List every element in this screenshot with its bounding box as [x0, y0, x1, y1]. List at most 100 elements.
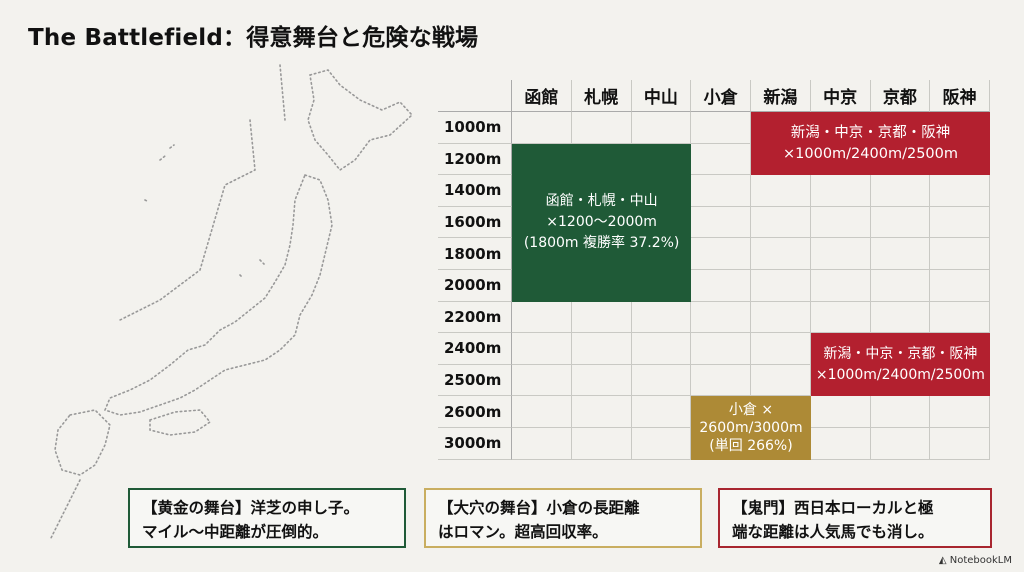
japan-map	[49, 64, 414, 541]
grid-cell	[810, 206, 871, 239]
column-header: 中京	[810, 80, 871, 112]
row-label: 3000m	[438, 427, 512, 460]
grid-cell	[751, 333, 811, 365]
grid-cell	[930, 206, 990, 239]
note-line: マイル〜中距離が圧倒的。	[142, 523, 329, 541]
row-label: 1000m	[438, 112, 512, 144]
block-line: ×1200〜2000m	[546, 214, 657, 231]
block-line: (1800m 複勝率 37.2%)	[523, 235, 680, 252]
grid-cell	[810, 238, 871, 270]
grid-cell	[930, 269, 990, 302]
grid-cell	[691, 238, 751, 270]
row-label: 2000m	[438, 269, 512, 302]
grid-cell	[512, 301, 572, 334]
note-golden-stage: 【黄金の舞台】洋芝の申し子。 マイル〜中距離が圧倒的。	[128, 488, 406, 548]
grid-cell	[930, 301, 990, 334]
grid-cell	[631, 112, 692, 144]
column-header: 新潟	[751, 80, 811, 112]
note-line: 【鬼門】西日本ローカルと極	[732, 499, 934, 517]
grid-cell	[512, 396, 572, 428]
note-longshot-stage: 【大穴の舞台】小倉の長距離 はロマン。超高回収率。	[424, 488, 702, 548]
grid-cell	[870, 238, 931, 270]
grid-cell	[810, 427, 871, 460]
grid-cell	[810, 175, 871, 207]
grid-cell	[631, 333, 692, 365]
column-header: 阪神	[930, 80, 990, 112]
grid-cell	[512, 364, 572, 397]
grid-cell	[571, 396, 632, 428]
column-header: 小倉	[691, 80, 751, 112]
grid-cell	[631, 364, 692, 397]
venue-distance-grid: 函館 札幌 中山 小倉 新潟 中京 京都 阪神 1000m 1200m 1400m 1…	[438, 80, 990, 460]
highlight-block-red-bottom: 新潟・中京・京都・阪神 ×1000m/2400m/2500m	[810, 333, 990, 397]
grid-cell	[751, 301, 811, 334]
grid-cell	[810, 301, 871, 334]
highlight-block-red-top: 新潟・中京・京都・阪神 ×1000m/2400m/2500m	[751, 112, 990, 176]
grid-cell	[571, 301, 632, 334]
notebooklm-logo-icon: ◭	[938, 555, 950, 566]
block-line: (単回 266%)	[709, 437, 793, 454]
note-line: 端な距離は人気馬でも消し。	[732, 523, 934, 541]
column-header: 中山	[631, 80, 692, 112]
row-label: 1400m	[438, 175, 512, 207]
grid-cell	[691, 269, 751, 302]
grid-cell	[870, 175, 931, 207]
block-line: ×1000m/2400m/2500m	[783, 145, 958, 162]
grid-cell	[691, 175, 751, 207]
grid-cell	[512, 333, 572, 365]
grid-cell	[870, 301, 931, 334]
grid-cell	[751, 364, 811, 397]
block-line: 2600m/3000m	[699, 419, 803, 436]
row-label: 2600m	[438, 396, 512, 428]
highlight-block-gold: 小倉 × 2600m/3000m (単回 266%)	[691, 396, 811, 460]
grid-cell	[870, 396, 931, 428]
row-label: 2200m	[438, 301, 512, 334]
row-label: 2500m	[438, 364, 512, 397]
grid-cell	[691, 143, 751, 176]
grid-cell	[751, 269, 811, 302]
column-header: 函館	[512, 80, 572, 112]
block-line: 新潟・中京・京都・阪神	[823, 345, 978, 362]
grid-cell	[930, 175, 990, 207]
row-label: 2400m	[438, 333, 512, 365]
grid-cell	[691, 333, 751, 365]
note-line: はロマン。超高回収率。	[438, 523, 608, 541]
grid-cell	[571, 427, 632, 460]
grid-cell	[691, 301, 751, 334]
highlight-block-green: 函館・札幌・中山 ×1200〜2000m (1800m 複勝率 37.2%)	[512, 143, 692, 302]
note-danger-zone: 【鬼門】西日本ローカルと極 端な距離は人気馬でも消し。	[718, 488, 992, 548]
grid-cell	[571, 333, 632, 365]
grid-cell	[631, 301, 692, 334]
grid-cell	[631, 427, 692, 460]
column-header: 札幌	[571, 80, 632, 112]
column-header: 京都	[870, 80, 931, 112]
grid-cell	[930, 427, 990, 460]
grid-cell	[691, 206, 751, 239]
note-line: 【大穴の舞台】小倉の長距離	[438, 499, 640, 517]
grid-cell	[691, 112, 751, 144]
row-label: 1800m	[438, 238, 512, 270]
row-label: 1200m	[438, 143, 512, 176]
block-line: 小倉 ×	[728, 401, 774, 418]
page-title: The Battlefield：得意舞台と危険な戦場	[28, 25, 479, 51]
grid-cell	[870, 206, 931, 239]
grid-cell	[810, 269, 871, 302]
grid-cell	[930, 238, 990, 270]
grid-cell	[751, 206, 811, 239]
grid-cell	[930, 396, 990, 428]
block-line: 函館・札幌・中山	[545, 193, 658, 210]
block-line: 新潟・中京・京都・阪神	[790, 124, 951, 141]
brand-label: NotebookLM	[949, 555, 1012, 566]
block-line: ×1000m/2400m/2500m	[815, 366, 985, 383]
grid-cell	[512, 112, 572, 144]
grid-cell	[810, 396, 871, 428]
grid-cell	[870, 427, 931, 460]
note-line: 【黄金の舞台】洋芝の申し子。	[142, 499, 360, 517]
grid-cell	[631, 396, 692, 428]
brand-watermark: ◭ NotebookLM	[939, 555, 1012, 566]
grid-cell	[870, 269, 931, 302]
grid-cell	[751, 175, 811, 207]
grid-cell	[691, 364, 751, 397]
grid-corner	[438, 80, 512, 112]
grid-cell	[571, 364, 632, 397]
